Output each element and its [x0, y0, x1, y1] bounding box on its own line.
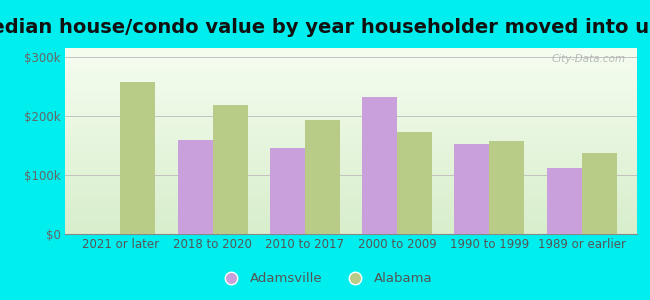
- Legend: Adamsville, Alabama: Adamsville, Alabama: [213, 267, 437, 290]
- Bar: [213, 105, 248, 234]
- Bar: [177, 140, 213, 234]
- Bar: [397, 132, 432, 234]
- Text: City-Data.com: City-Data.com: [551, 54, 625, 64]
- Text: Median house/condo value by year householder moved into unit: Median house/condo value by year househo…: [0, 18, 650, 37]
- Bar: [454, 144, 489, 234]
- Bar: [582, 152, 617, 234]
- Bar: [547, 168, 582, 234]
- Bar: [362, 97, 397, 234]
- Bar: [305, 120, 340, 234]
- Bar: [120, 82, 155, 234]
- Bar: [489, 141, 525, 234]
- Bar: [270, 148, 305, 234]
